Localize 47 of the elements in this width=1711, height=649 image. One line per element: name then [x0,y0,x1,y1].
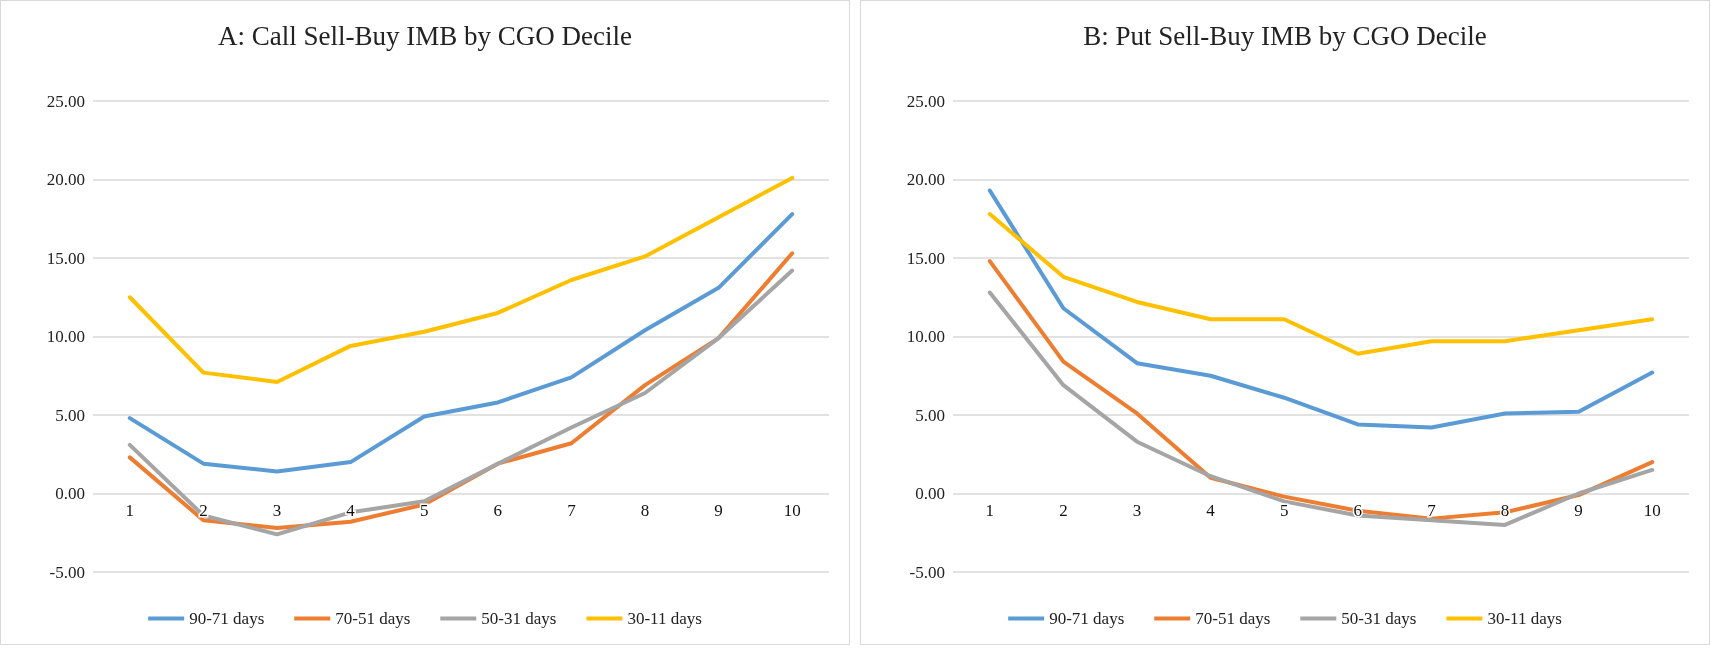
y-tick-label: 0.00 [915,484,945,503]
y-tick-label: 15.00 [906,248,945,268]
chart-title: B: Put Sell-Buy IMB by CGO Decile [1083,20,1487,51]
y-tick-label: -5.00 [909,562,945,582]
x-tick-label: 3 [1132,500,1142,520]
line-series [987,188,1655,430]
legend-label: 50-31 days [1341,609,1417,628]
x-tick-label: 6 [493,500,503,520]
chart-title: A: Call Sell-Buy IMB by CGO Decile [218,20,632,51]
legend-label: 30-11 days [1487,609,1562,628]
legend-label: 30-11 days [627,609,702,628]
y-tick-label: 20.00 [906,170,945,189]
y-tick-label: -5.00 [49,562,85,582]
x-tick-label: 8 [640,500,650,520]
x-tick-label: 7 [1427,500,1437,520]
legend-label: 50-31 days [481,609,557,628]
y-tick-label: 25.00 [46,91,85,111]
x-tick-label: 2 [199,500,208,520]
x-tick-label: 7 [567,500,577,520]
line-series [127,175,795,385]
y-tick-label: 5.00 [915,405,945,425]
x-tick-label: 6 [1353,500,1363,520]
legend-label: 90-71 days [189,609,265,628]
x-tick-label: 4 [1206,500,1216,520]
legend-label: 90-71 days [1049,609,1125,628]
y-tick-label: 5.00 [55,405,85,425]
x-tick-label: 1 [125,500,135,520]
x-tick-label: 2 [1059,500,1068,520]
x-tick-label: 10 [783,500,801,520]
x-tick-label: 1 [985,500,995,520]
y-tick-label: 10.00 [906,327,945,346]
x-tick-label: 9 [714,500,723,520]
x-tick-label: 5 [419,500,429,520]
x-tick-label: 9 [1574,500,1583,520]
line-series [127,212,795,474]
legend-label: 70-51 days [1195,609,1271,628]
x-tick-label: 4 [346,500,356,520]
y-tick-label: 20.00 [46,170,85,189]
y-tick-label: 15.00 [46,248,85,268]
y-tick-label: 10.00 [46,327,85,346]
y-tick-label: 0.00 [55,484,85,503]
y-tick-label: 25.00 [906,91,945,111]
x-tick-label: 5 [1279,500,1289,520]
legend-label: 70-51 days [335,609,411,628]
x-tick-label: 3 [272,500,282,520]
x-tick-label: 10 [1643,500,1661,520]
line-series [987,212,1655,356]
